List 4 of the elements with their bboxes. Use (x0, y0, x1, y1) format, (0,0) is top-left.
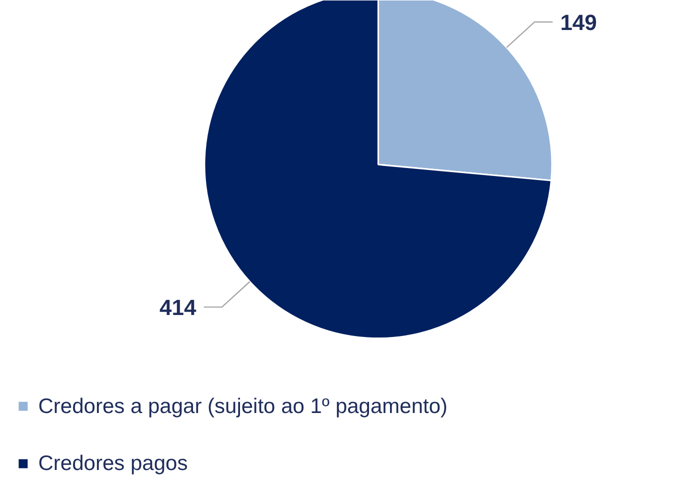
legend-label: Credores pagos (38, 452, 188, 476)
data-label: 149 (560, 10, 597, 36)
data-label: 414 (160, 295, 198, 320)
legend-label: Credores a pagar (sujeito ao 1º pagamento) (38, 394, 448, 418)
